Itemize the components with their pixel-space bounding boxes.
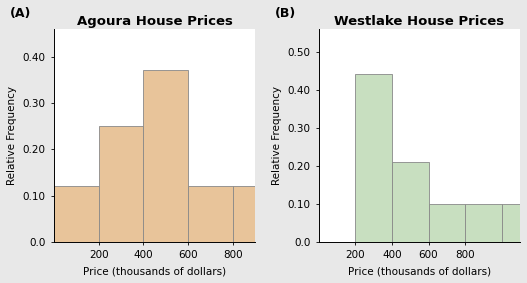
X-axis label: Price (thousands of dollars): Price (thousands of dollars): [83, 266, 226, 276]
X-axis label: Price (thousands of dollars): Price (thousands of dollars): [348, 266, 491, 276]
Bar: [355, 74, 392, 242]
Bar: [233, 186, 278, 242]
Bar: [54, 186, 99, 242]
Y-axis label: Relative Frequency: Relative Frequency: [7, 86, 17, 185]
Title: Westlake House Prices: Westlake House Prices: [334, 14, 504, 27]
Bar: [143, 70, 188, 242]
Bar: [188, 186, 233, 242]
Bar: [465, 204, 502, 242]
Text: (A): (A): [9, 7, 31, 20]
Bar: [428, 204, 465, 242]
Text: (B): (B): [275, 7, 296, 20]
Bar: [99, 126, 143, 242]
Title: Agoura House Prices: Agoura House Prices: [76, 14, 232, 27]
Y-axis label: Relative Frequency: Relative Frequency: [272, 86, 282, 185]
Bar: [392, 162, 428, 242]
Bar: [502, 204, 527, 242]
